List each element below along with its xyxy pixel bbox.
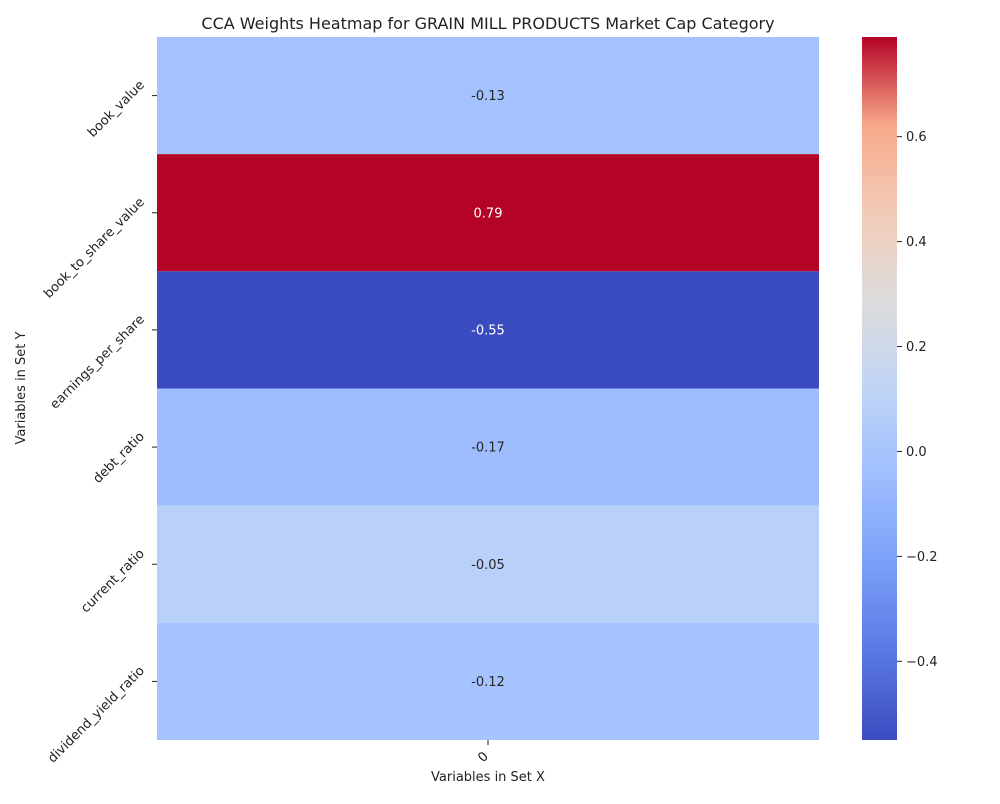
colorbar-tick-label: 0.0 (906, 445, 927, 460)
heatmap-cell-dividend_yield_ratio (157, 622, 819, 740)
cell-value-label: -0.55 (471, 323, 505, 338)
heatmap-cell-earnings_per_share (157, 271, 819, 389)
cell-value-label: 0.79 (474, 206, 503, 221)
heatmap-cell-debt_ratio (157, 388, 819, 506)
y-tick-label: book_to_share_value (41, 195, 148, 302)
heatmap-cell-current_ratio (157, 505, 819, 623)
heatmap-cell-book_value (157, 37, 819, 155)
y-axis: book_value book_to_share_valueearnings_pe… (41, 78, 157, 766)
colorbar-tick-label: −0.2 (906, 550, 938, 565)
x-axis: 0 (475, 740, 492, 766)
x-tick-label: 0 (475, 749, 491, 765)
colorbar-tick-label: −0.4 (906, 655, 938, 670)
colorbar: −0.4 −0.2 0.0 0.2 0.4 0.6 (862, 37, 938, 740)
cell-value-label: -0.05 (471, 558, 505, 573)
y-axis-label: Variables in Set Y (14, 331, 29, 444)
heatmap-cells: -0.13 0.79 -0.55 -0.17 -0.05 -0.12 (157, 37, 819, 740)
cell-value-label: -0.17 (471, 441, 505, 456)
cell-value-label: -0.12 (471, 675, 505, 690)
y-tick-label: earnings_per_share (48, 312, 148, 412)
colorbar-gradient (862, 37, 897, 740)
chart-title: CCA Weights Heatmap for GRAIN MILL PRODU… (201, 14, 774, 33)
y-tick-label: dividend_yield_ratio (45, 664, 148, 767)
colorbar-tick-label: 0.4 (906, 235, 927, 250)
y-tick-label: book_value (85, 78, 148, 141)
x-axis-label: Variables in Set X (431, 770, 545, 785)
colorbar-tick-label: 0.2 (906, 340, 927, 355)
heatmap-cell-book_to_share_value (157, 154, 819, 272)
y-tick-label: current_ratio (78, 546, 148, 616)
colorbar-tick-label: 0.6 (906, 130, 927, 145)
cell-value-label: -0.13 (471, 89, 505, 104)
y-tick-label: debt_ratio (90, 429, 147, 486)
